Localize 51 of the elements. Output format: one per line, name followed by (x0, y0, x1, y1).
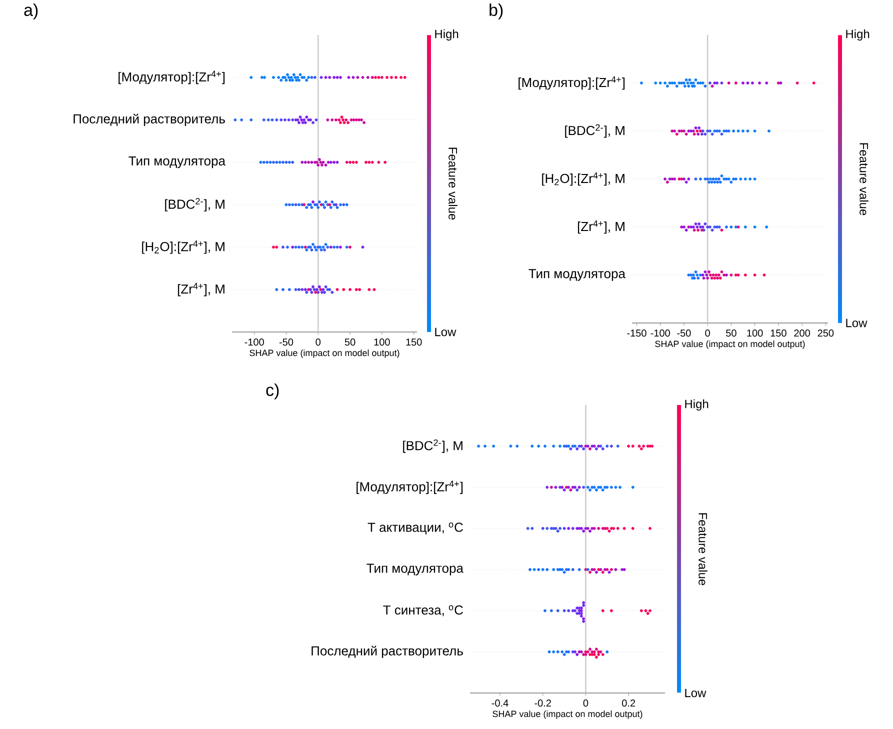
x-tick-label: -100 (244, 338, 264, 346)
x-tick-label: 50 (344, 338, 356, 346)
x-tick-label: 250 (818, 330, 834, 337)
x-tick-label: 0 (583, 700, 588, 707)
text: High (435, 29, 458, 41)
color-bar-title: Feature value (448, 148, 458, 220)
y-tick-label: Тип модулятора (528, 269, 626, 281)
y-tick-label: T активации, $^{o}$C (368, 522, 463, 534)
x-tick-label: -50 (279, 338, 294, 346)
x-tick-label: -150 (627, 330, 646, 337)
x-tick-label: 200 (794, 330, 810, 337)
y-tick-label: Тип модулятора (366, 564, 464, 576)
x-tick-label: 150 (406, 338, 422, 346)
x-axis-title: SHAP value (impact on model output) (655, 340, 805, 349)
y-tick-label: [Модулятор]:[Zr$^{4+}$] (118, 70, 225, 84)
y-tick-label: [H$_{2}$O]:[Zr$^{4+}$], M (142, 240, 224, 254)
x-tick-label: 100 (747, 330, 763, 337)
x-tick-label: 100 (374, 338, 390, 346)
color-bar-title: Feature value (698, 513, 708, 586)
y-tick-label: [H$_{2}$O]:[Zr$^{4+}$], M (542, 172, 624, 186)
text: Low (435, 328, 456, 336)
chart-title: b) (490, 4, 503, 20)
y-tick-label: Последний растворитель (312, 646, 463, 658)
y-tick-label: T синтеза, $^{o}$C (383, 605, 463, 616)
y-tick-label: Тип модулятора (128, 156, 226, 168)
y-tick-label: [Модулятор]:[Zr$^{4+}$] (518, 76, 625, 90)
x-tick-label: 150 (770, 330, 786, 337)
y-tick-label: Последний растворитель (74, 114, 225, 126)
x-tick-label: 0 (316, 338, 321, 346)
x-tick-label: -50 (677, 330, 691, 337)
x-tick-label: 0.2 (622, 700, 636, 707)
x-tick-label: 0 (705, 330, 710, 337)
y-tick-label: [BDC$^{2-}$], M (403, 439, 462, 453)
x-tick-label: -100 (650, 330, 670, 337)
y-tick-label: [Zr$^{4+}$], M (178, 282, 224, 296)
text: High (685, 399, 708, 411)
text: a) (24, 4, 38, 20)
y-tick-label: [BDC$^{2-}$], M (565, 124, 624, 138)
y-tick-label: [Модулятор]:[Zr$^{4+}$] (356, 480, 463, 494)
text: Low (685, 688, 706, 698)
text: c) (266, 384, 279, 400)
color-bar-title: Feature value (860, 143, 868, 216)
text: Low (846, 318, 868, 328)
x-axis-title: SHAP value (impact on model output) (492, 710, 642, 719)
y-tick-label: [Zr$^{4+}$], M (578, 220, 624, 234)
x-axis-title: SHAP value (impact on model output) (250, 349, 400, 358)
x-tick-label: 50 (726, 330, 736, 337)
text: High (846, 29, 870, 41)
y-tick-label: [BDC$^{2-}$], M (165, 198, 224, 212)
x-tick-label: -0.2 (534, 700, 551, 707)
x-tick-label: -0.4 (492, 700, 508, 707)
